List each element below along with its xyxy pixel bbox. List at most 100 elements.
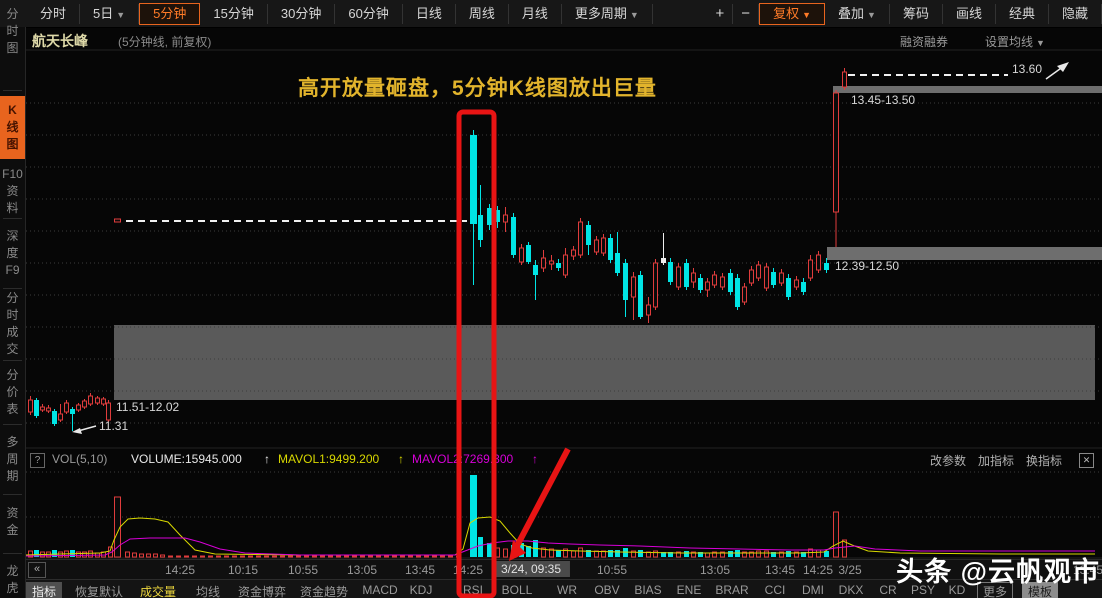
sidebar-divider <box>3 360 22 361</box>
stock-name: 航天长峰 <box>32 33 88 49</box>
sidebar-item-multi-period[interactable]: 多周期 <box>6 435 19 483</box>
indicator-item-恢复默认[interactable]: 恢复默认 <box>74 585 124 598</box>
indicator-bar: 指标 恢复默认 成交量 均线 资金博弈 资金趋势 MACD KDJ RSI BOLL WR OBV BI… <box>25 579 1102 598</box>
close-icon[interactable]: ✕ <box>1079 453 1094 468</box>
vol-formula-label: VOL(5,10) <box>52 452 108 466</box>
price-label-2: 12.39-12.50 <box>835 259 900 273</box>
mavol1-value: MAVOL1:9499.200 <box>278 452 380 466</box>
indicator-item-均线[interactable]: 均线 <box>195 585 221 598</box>
sidebar-item-tick-trades[interactable]: 分时成交 <box>6 291 19 356</box>
up-arrow-icon: ↑ <box>532 452 538 466</box>
period-button-5[interactable]: 60分钟 <box>335 3 403 24</box>
title-link-0[interactable]: 融资融券 <box>900 35 949 49</box>
time-label-3: 13:05 <box>346 563 378 577</box>
time-label-1: 10:15 <box>227 563 259 577</box>
indicator-item-BIAS[interactable]: BIAS <box>634 583 662 597</box>
indicator-item-DMI[interactable]: DMI <box>802 583 824 597</box>
sidebar-item-minute-chart[interactable]: 分时图 <box>6 7 19 55</box>
indicator-item-WR[interactable]: WR <box>557 583 577 597</box>
chevron-down-icon: ▼ <box>629 9 639 20</box>
tool-buttons: + − 复权 ▼ 叠加 ▼ 筹码 画线 经典 隐藏 <box>708 0 1102 27</box>
indicator-item-CR[interactable]: CR <box>879 583 897 597</box>
indicator-item-RSI[interactable]: RSI <box>462 583 484 597</box>
sidebar-divider <box>3 218 22 219</box>
indicator-item-OBV[interactable]: OBV <box>594 583 620 597</box>
vol-action-0[interactable]: 改参数 <box>930 454 967 468</box>
indicator-item-BRAR[interactable]: BRAR <box>715 583 749 597</box>
tool-button-3[interactable]: 叠加 ▼ <box>825 3 890 24</box>
sidebar-divider <box>3 288 22 289</box>
tool-button-5[interactable]: 画线 <box>943 3 996 24</box>
chart-mode-detail: (5分钟线, 前复权) <box>118 35 212 49</box>
sidebar-item-price-table[interactable]: 分价表 <box>6 368 19 416</box>
left-sidebar: 分时图 K 线图 F10 资料深度 F9 分时成交分价表多周期资金龙虎 <box>0 7 26 598</box>
period-button-2[interactable]: 5分钟 <box>139 2 201 25</box>
indicator-item-模板[interactable]: 模板 <box>1021 582 1059 598</box>
price-label-1: 13.45-13.50 <box>851 93 916 107</box>
tool-button-2[interactable]: 复权 ▼ <box>759 2 825 25</box>
time-label-4: 13:45 <box>404 563 436 577</box>
time-label-9: 13:45 <box>764 563 796 577</box>
period-button-3[interactable]: 15分钟 <box>200 3 268 24</box>
indicator-item-BOLL[interactable]: BOLL <box>501 583 533 597</box>
indicator-item-资金博弈[interactable]: 资金博弈 <box>237 585 287 598</box>
sidebar-item-capital[interactable]: 资金 <box>6 506 19 537</box>
sidebar-item-f10-info[interactable]: F10 资料 <box>2 167 23 215</box>
time-label-2: 10:55 <box>287 563 319 577</box>
title-row: 航天长峰 (5分钟线, 前复权) 融资融券 设置均线 ▼ <box>26 28 1102 50</box>
indicator-item-KDJ[interactable]: KDJ <box>409 583 433 597</box>
time-axis: « 14:25 10:15 10:55 13:05 13:45 14:25 3/24, 09… <box>26 559 1102 580</box>
sidebar-divider <box>3 424 22 425</box>
tool-button-1[interactable]: − <box>733 3 760 24</box>
chevron-down-icon: ▼ <box>116 9 126 20</box>
time-label-6: 3/24, 09:35 <box>491 561 571 577</box>
sidebar-divider <box>3 90 22 91</box>
period-button-6[interactable]: 日线 <box>403 3 456 24</box>
chart-annotation-text: 高开放量砸盘，5分钟K线图放出巨量 <box>298 77 657 100</box>
indicator-item-PSY[interactable]: PSY <box>910 583 936 597</box>
volume-indicator-header: ? VOL(5,10) VOLUME:15945.000 ↑ MAVOL1:94… <box>26 451 1102 468</box>
chevron-down-icon: ▼ <box>802 9 811 20</box>
time-label-12: 13:45 <box>1072 563 1102 577</box>
watermark: 头条 @云帆观市 <box>896 557 1100 587</box>
price-label-3: 11.51-12.02 <box>116 400 180 414</box>
indicator-item-MACD[interactable]: MACD <box>362 583 398 597</box>
indicator-item-资金趋势[interactable]: 资金趋势 <box>299 585 349 598</box>
sidebar-item-dragon-tiger[interactable]: 龙虎 <box>6 564 19 595</box>
indicator-item-DKX[interactable]: DKX <box>838 583 864 597</box>
mavol2-value: MAVOL2:7269.300 <box>412 452 514 466</box>
indicator-item-KD[interactable]: KD <box>948 583 966 597</box>
indicator-item-成交量[interactable]: 成交量 <box>139 585 177 598</box>
period-button-1[interactable]: 5日 ▼ <box>80 3 140 24</box>
tool-button-6[interactable]: 经典 <box>996 3 1049 24</box>
vol-action-1[interactable]: 加指标 <box>978 454 1015 468</box>
vol-action-2[interactable]: 换指标 <box>1026 454 1063 468</box>
period-toolbar: 分时 5日 ▼ 5分钟 15分钟 30分钟 60分钟 日线 周线 月线 更多周期 ▼ + − 复权 ▼ 叠加 ▼… <box>0 0 1102 28</box>
up-arrow-icon: ↑ <box>398 452 404 466</box>
period-button-0[interactable]: 分时 <box>27 3 81 24</box>
period-button-4[interactable]: 30分钟 <box>268 3 336 24</box>
title-link-1[interactable]: 设置均线 ▼ <box>985 35 1045 49</box>
indicator-item-更多[interactable]: 更多 <box>976 582 1014 598</box>
indicator-item-CCI[interactable]: CCI <box>764 583 786 597</box>
sidebar-divider <box>3 494 22 495</box>
indicator-item-指标[interactable]: 指标 <box>25 582 63 598</box>
sidebar-item-depth-f9[interactable]: 深度 F9 <box>5 229 20 277</box>
tool-button-4[interactable]: 筹码 <box>890 3 943 24</box>
period-button-7[interactable]: 周线 <box>456 3 509 24</box>
time-label-10: 14:25 <box>802 563 834 577</box>
time-label-0: 14:25 <box>164 563 196 577</box>
help-icon[interactable]: ? <box>30 453 45 468</box>
tool-button-0[interactable]: + <box>708 3 734 24</box>
period-button-8[interactable]: 月线 <box>509 3 562 24</box>
time-label-8: 13:05 <box>699 563 731 577</box>
scroll-back-button[interactable]: « <box>28 562 46 578</box>
chevron-down-icon: ▼ <box>867 9 876 20</box>
period-button-9[interactable]: 更多周期 ▼ <box>562 3 653 24</box>
tool-button-7[interactable]: 隐藏 <box>1049 3 1102 24</box>
period-buttons: 分时 5日 ▼ 5分钟 15分钟 30分钟 60分钟 日线 周线 月线 更多周期 ▼ <box>27 0 653 27</box>
indicator-item-ENE[interactable]: ENE <box>676 583 702 597</box>
time-label-7: 10:55 <box>596 563 628 577</box>
